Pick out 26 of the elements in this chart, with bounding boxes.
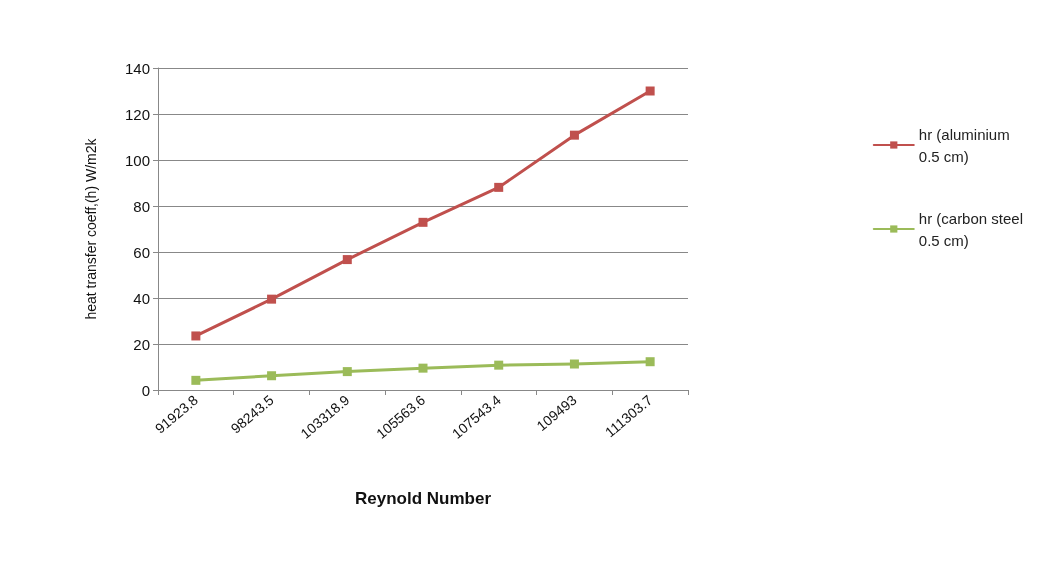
y-tick-label: 20 [133, 335, 150, 353]
point [645, 86, 655, 96]
legend-label: hr (carbon steel 0.5 cm) [918, 209, 1023, 249]
y-tick-label: 60 [133, 243, 150, 261]
point [569, 359, 579, 369]
point [494, 182, 504, 192]
y-tick-label: 100 [124, 151, 150, 169]
y-axis-title: heat transfer coeff,(h) W/m2k [83, 137, 99, 320]
legend-label: hr (aluminium 0.5 cm) [918, 125, 1010, 165]
point [569, 130, 579, 140]
point [645, 357, 655, 367]
point [191, 375, 201, 385]
point [267, 371, 277, 381]
point [418, 217, 428, 227]
point [418, 363, 428, 373]
y-tick-label: 120 [124, 105, 150, 123]
point [267, 294, 277, 304]
point [494, 360, 504, 370]
point [342, 255, 352, 265]
y-tick-label: 0 [141, 381, 150, 399]
y-tick-label: 140 [124, 59, 150, 77]
x-axis-title: Reynold Number [354, 489, 492, 508]
y-tick-label: 40 [133, 289, 150, 307]
y-tick-label: 80 [133, 197, 150, 215]
point [191, 331, 201, 341]
point [342, 367, 352, 377]
